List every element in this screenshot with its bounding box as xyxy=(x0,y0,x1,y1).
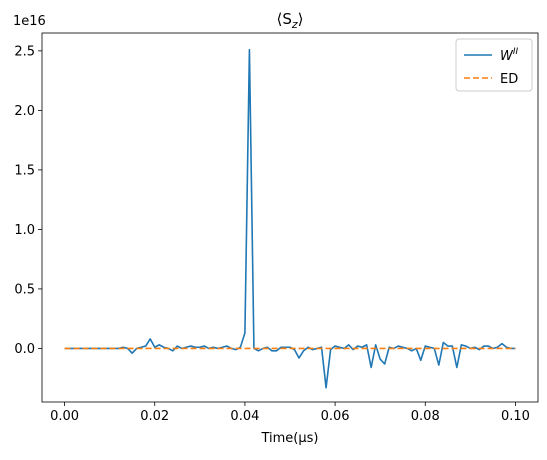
y-tick-label: 0.5 xyxy=(14,282,35,297)
series-line-wii xyxy=(64,48,516,389)
legend-label-ed: ED xyxy=(500,72,518,87)
legend-box xyxy=(455,38,533,92)
x-axis-label: Time(μs) xyxy=(260,431,318,446)
x-tick-label: 0.00 xyxy=(50,409,79,424)
y-tick-label: 1.0 xyxy=(14,223,35,238)
chart-marks xyxy=(64,48,516,389)
x-tick-label: 0.08 xyxy=(411,409,440,424)
y-axis-offset-text: 1e16 xyxy=(13,14,46,29)
y-tick-label: 0.0 xyxy=(14,342,35,357)
legend-label-wii-main: W xyxy=(500,49,514,64)
chart-title-close: ⟩ xyxy=(298,10,304,28)
y-tick-label: 1.5 xyxy=(14,163,35,178)
x-tick-label: 0.02 xyxy=(140,409,169,424)
y-tick-label: 2.5 xyxy=(14,44,35,59)
legend-label-wii: WII xyxy=(500,47,519,64)
legend: WII ED xyxy=(455,38,533,92)
axis-ticks: 0.00 0.02 0.04 0.06 0.08 0.10 0.0 0.5 1.0 1.5 2.0 2… xyxy=(14,44,530,424)
chart-title-main: ⟨S xyxy=(276,10,291,28)
chart-title: ⟨Sz⟩ xyxy=(276,10,303,31)
chart-title-subscript: z xyxy=(291,18,298,31)
y-tick-label: 2.0 xyxy=(14,104,35,119)
x-tick-label: 0.10 xyxy=(501,409,530,424)
x-tick-label: 0.04 xyxy=(230,409,259,424)
x-tick-label: 0.06 xyxy=(321,409,350,424)
plot-frame xyxy=(41,32,539,403)
legend-label-wii-superscript: II xyxy=(513,47,519,57)
